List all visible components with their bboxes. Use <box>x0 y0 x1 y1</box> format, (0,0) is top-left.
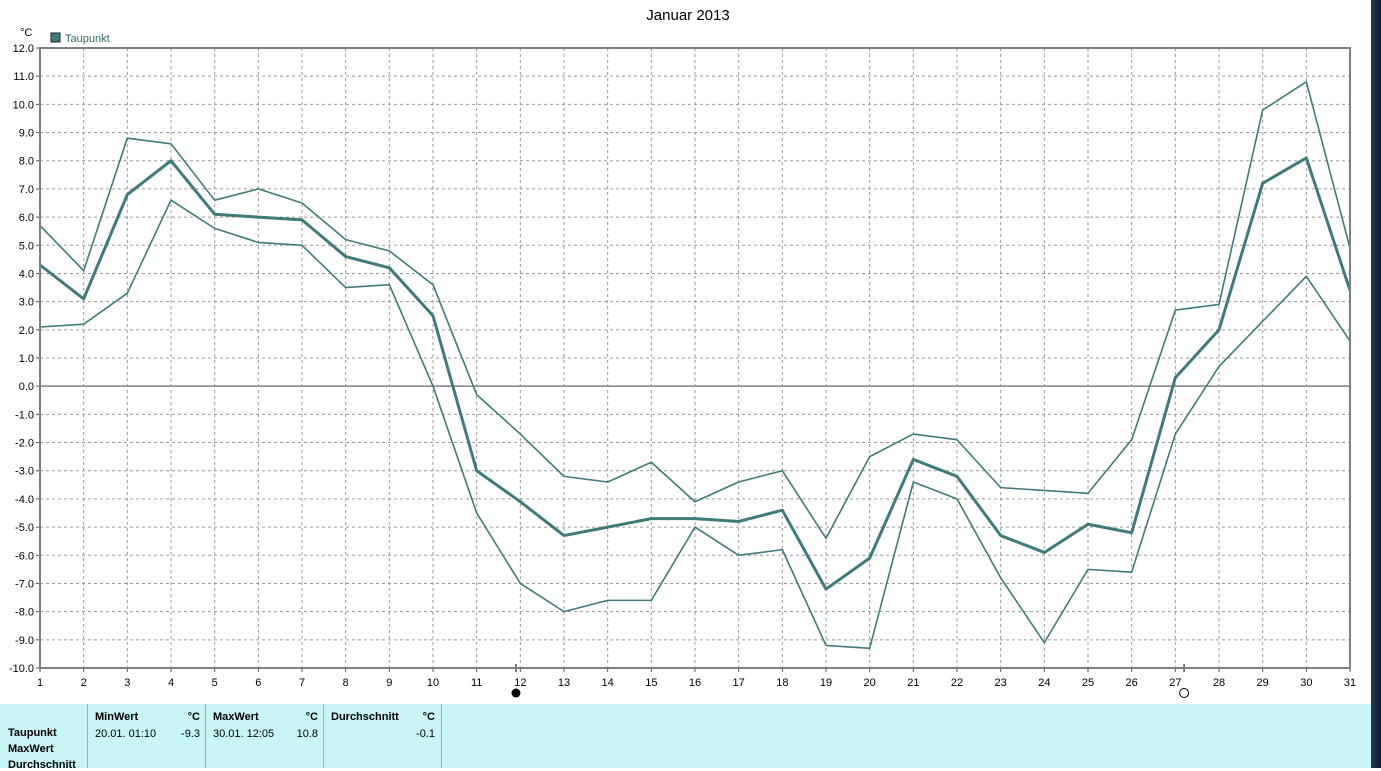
x-tick-label: 28 <box>1213 677 1225 689</box>
x-tick-label: 8 <box>343 677 349 689</box>
y-tick-label: 11.0 <box>13 71 34 83</box>
statistics-panel: Taupunkt MaxWert Durchschnitt MinWert °C… <box>0 704 1371 771</box>
x-tick-label: 31 <box>1344 677 1356 689</box>
y-tick-label: 8.0 <box>19 156 34 168</box>
x-tick-label: 5 <box>212 677 218 689</box>
y-tick-label: 3.0 <box>19 297 34 309</box>
row-label-maxwert: MaxWert <box>8 743 54 755</box>
x-tick-label: 3 <box>124 677 130 689</box>
stat-unit-average: °C <box>422 711 435 723</box>
x-tick-label: 6 <box>255 677 261 689</box>
y-tick-label: 10.0 <box>13 99 34 111</box>
y-tick-label: -7.0 <box>15 578 34 590</box>
stat-header-max: MaxWert <box>213 711 259 723</box>
window-edge <box>1371 0 1381 768</box>
stat-unit-max: °C <box>305 711 318 723</box>
row-label-durchschnitt: Durchschnitt <box>8 759 76 771</box>
series-line-min <box>39 199 1351 650</box>
x-tick-label: 19 <box>820 677 832 689</box>
x-tick-label: 11 <box>471 677 482 689</box>
stat-unit-min: °C <box>187 711 200 723</box>
row-label-taupunkt: Taupunkt <box>8 727 57 739</box>
y-tick-label: 0.0 <box>19 381 34 393</box>
y-axis-ticks: 12.0 11.0 10.0 9.0 8.0 7.0 6.0 5.0 4.0 3.0 2.0 1.0 0… <box>9 43 40 675</box>
x-tick-label: 16 <box>689 677 701 689</box>
chart: Januar 2013 °C Taupunkt 12.011.010.09.08… <box>9 7 1356 698</box>
y-tick-label: 12.0 <box>13 43 34 55</box>
series-lines <box>39 81 1352 650</box>
x-tick-label: 24 <box>1038 677 1050 689</box>
legend-swatch <box>50 32 61 43</box>
x-tick-label: 18 <box>776 677 788 689</box>
series-line-max <box>39 81 1351 540</box>
y-axis-unit: °C <box>20 27 32 39</box>
x-tick-label: 25 <box>1082 677 1094 689</box>
plot-frame <box>39 47 1351 669</box>
grid <box>40 48 1350 668</box>
stat-column-average: Durchschnitt °C -0.1 <box>323 704 442 768</box>
y-tick-label: -3.0 <box>15 466 34 478</box>
y-tick-label: 5.0 <box>19 240 34 252</box>
y-tick-label: -2.0 <box>15 438 34 450</box>
y-tick-label: -4.0 <box>15 494 34 506</box>
x-tick-label: 9 <box>386 677 392 689</box>
x-tick-label: 17 <box>733 677 745 689</box>
stat-value-max: 10.8 <box>296 728 318 740</box>
y-tick-label: 1.0 <box>19 353 34 365</box>
legend-label: Taupunkt <box>65 33 110 45</box>
y-tick-label: -6.0 <box>15 550 34 562</box>
x-tick-label: 10 <box>427 677 439 689</box>
stat-date-max: 30.01. 12:05 <box>213 728 275 740</box>
x-tick-label: 23 <box>995 677 1007 689</box>
stat-column-min: MinWert °C 20.01. 01:10 -9.3 <box>87 704 206 768</box>
stat-value-min: -9.3 <box>181 728 200 740</box>
x-tick-label: 22 <box>951 677 963 689</box>
y-tick-label: 2.0 <box>19 325 34 337</box>
x-tick-label: 20 <box>864 677 876 689</box>
x-tick-label: 30 <box>1300 677 1312 689</box>
stat-header-min: MinWert <box>95 711 139 723</box>
x-tick-label: 13 <box>558 677 570 689</box>
x-tick-label: 14 <box>602 677 614 689</box>
y-tick-label: 4.0 <box>19 268 34 280</box>
full-moon-icon <box>511 688 521 698</box>
y-tick-label: 6.0 <box>19 212 34 224</box>
x-axis-ticks: 1 2 3 4 5 6 7 8 9 10 11 12 13 14 15 16 17 18 19 20 21 22 23 24 2… <box>37 668 1356 689</box>
x-tick-label: 7 <box>299 677 305 689</box>
x-tick-label: 21 <box>907 677 919 689</box>
y-tick-label: -10.0 <box>9 663 34 675</box>
y-tick-label: -9.0 <box>15 635 34 647</box>
stat-header-average: Durchschnitt <box>331 711 399 723</box>
chart-title: Januar 2013 <box>646 7 729 24</box>
y-tick-label: 7.0 <box>19 184 34 196</box>
y-tick-label: 9.0 <box>19 128 34 140</box>
stat-date-min: 20.01. 01:10 <box>95 728 157 740</box>
stat-column-max: MaxWert °C 30.01. 12:05 10.8 <box>205 704 324 768</box>
x-tick-label: 1 <box>37 677 43 689</box>
x-tick-label: 26 <box>1126 677 1138 689</box>
x-tick-label: 2 <box>81 677 87 689</box>
stat-value-average: -0.1 <box>416 728 435 740</box>
series-line-average <box>39 156 1352 591</box>
x-tick-label: 4 <box>168 677 174 689</box>
y-tick-label: -5.0 <box>15 522 34 534</box>
new-moon-icon <box>1179 688 1190 698</box>
y-tick-label: -1.0 <box>15 409 34 421</box>
x-tick-label: 29 <box>1257 677 1269 689</box>
x-tick-label: 15 <box>645 677 657 689</box>
y-tick-label: -8.0 <box>15 607 34 619</box>
x-tick-label: 27 <box>1169 677 1181 689</box>
moon-markers <box>511 664 1190 698</box>
x-tick-label: 12 <box>514 677 526 689</box>
